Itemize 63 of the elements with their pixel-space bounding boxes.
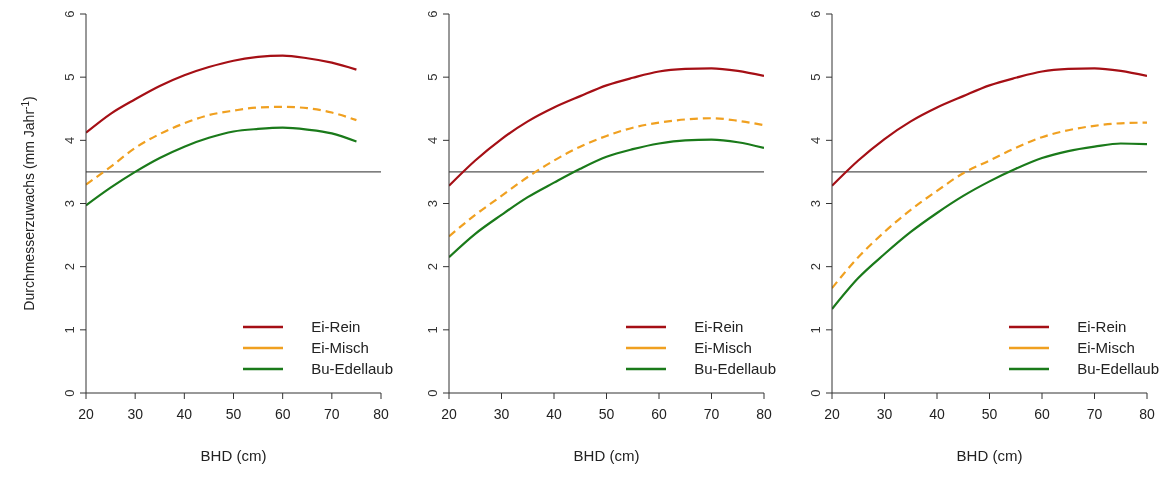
x-tick-label: 50 [225,405,242,422]
x-tick-label: 60 [1034,405,1050,422]
y-tick-label: 4 [425,136,440,144]
y-tick-label: 1 [808,326,823,334]
x-tick-label: 50 [598,405,615,422]
line-series [832,67,1147,187]
line-series [86,54,358,134]
y-tick-label: 5 [425,73,440,81]
x-tick-label: 30 [493,405,510,422]
legend-label: Bu-Edellaub [1077,360,1159,377]
x-tick-label: 40 [546,405,562,422]
y-tick-label: 6 [808,10,823,18]
line-series [832,142,1147,311]
y-tick-label: 5 [808,73,823,81]
y-tick-label: 4 [62,136,77,144]
x-tick-label: 60 [274,405,291,422]
x-tick-label: 40 [176,405,193,422]
y-tick-label: 3 [808,199,823,208]
legend-label: Ei-Rein [694,318,744,335]
x-axis-title: BHD (cm) [956,447,1023,464]
x-tick-label: 80 [1139,405,1155,422]
legend-label: Ei-Misch [311,339,369,356]
y-tick-label: 0 [808,389,823,397]
x-tick-label: 50 [981,405,998,422]
line-series [449,138,764,259]
x-tick-label: 20 [78,405,94,422]
legend-label: Ei-Rein [311,318,361,335]
line-series [449,117,764,238]
x-tick-label: 40 [929,405,945,422]
x-tick-label: 30 [127,405,144,422]
legend-label: Bu-Edellaub [311,360,393,377]
y-tick-label: 1 [425,326,440,334]
x-tick-label: 70 [324,405,340,422]
x-tick-label: 80 [756,405,772,422]
y-tick-label: 0 [62,389,77,397]
y-tick-label: 1 [62,326,77,334]
y-tick-label: 2 [62,263,77,271]
line-series [832,121,1147,290]
x-tick-label: 30 [876,405,893,422]
legend-label: Ei-Rein [1077,318,1127,335]
y-tick-label: 3 [62,199,77,208]
y-tick-label: 2 [808,263,823,271]
x-tick-label: 60 [651,405,667,422]
line-series [86,105,358,186]
y-tick-label: 0 [425,389,440,397]
legend-label: Ei-Misch [1077,339,1135,356]
y-tick-label: 4 [808,136,823,144]
y-tick-label: 3 [425,199,440,208]
line-series [86,126,358,207]
x-tick-label: 70 [703,405,720,422]
y-tick-label: 5 [62,73,77,81]
x-tick-label: 70 [1086,405,1103,422]
line-series [449,67,764,187]
y-tick-label: 6 [425,10,440,18]
x-axis-title: BHD (cm) [573,447,640,464]
legend-label: Bu-Edellaub [694,360,776,377]
x-tick-label: 20 [441,405,457,422]
x-tick-label: 80 [373,405,389,422]
x-tick-label: 20 [824,405,840,422]
y-tick-label: 6 [62,10,77,18]
legend-label: Ei-Misch [694,339,752,356]
x-axis-title: BHD (cm) [200,447,267,464]
y-tick-label: 2 [425,263,440,271]
